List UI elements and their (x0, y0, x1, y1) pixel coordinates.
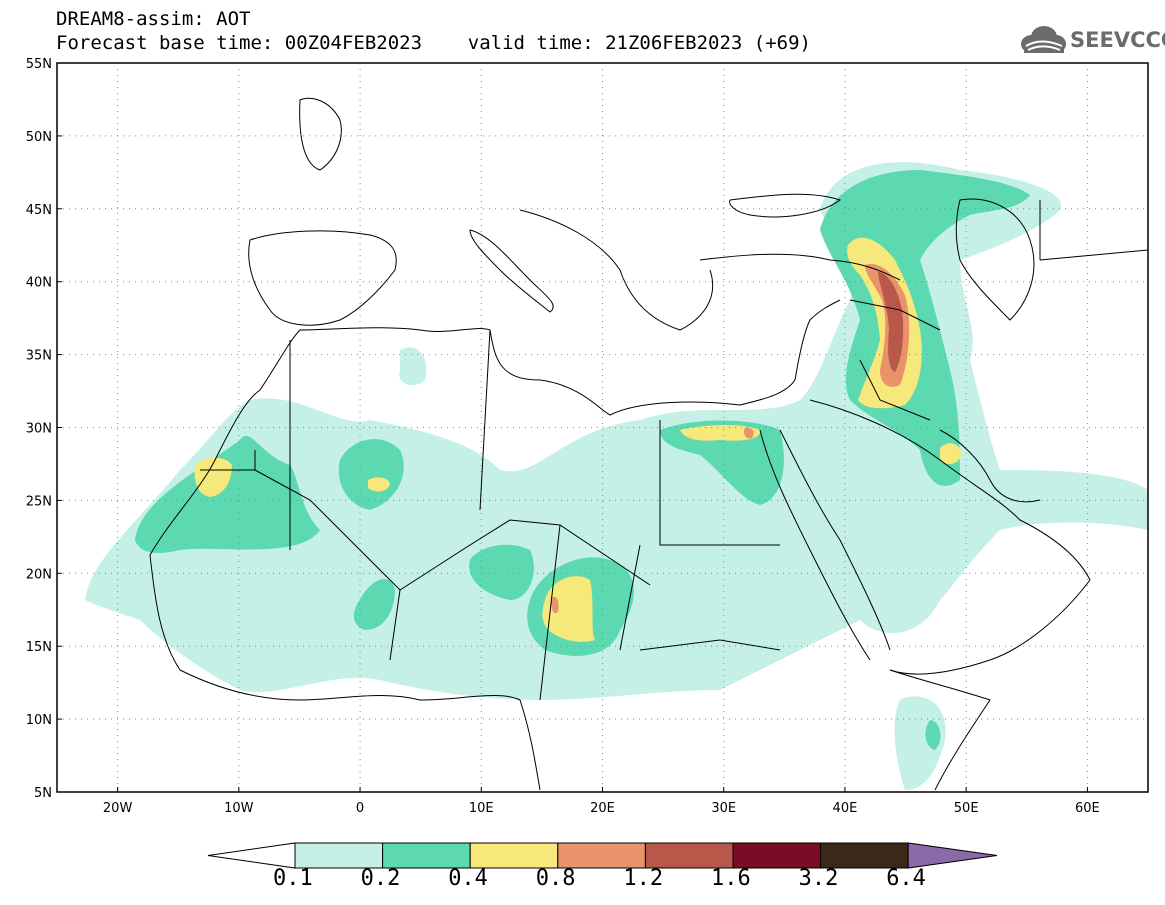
seevccc-logo: SEEVCCC (1018, 24, 1165, 56)
lon-tick-label: 20W (103, 801, 133, 816)
lat-tick-label: 45N (26, 203, 52, 218)
colorbar-label: 0.2 (360, 866, 401, 891)
colorbar-label: 1.6 (711, 866, 751, 891)
map-title: DREAM8-assim: AOT (56, 8, 251, 30)
lon-tick-label: 20E (590, 801, 615, 816)
lat-tick-label: 25N (26, 494, 52, 509)
lat-tick-label: 10N (26, 713, 52, 728)
lon-tick-label: 30E (711, 801, 736, 816)
lat-tick-label: 5N (34, 786, 52, 801)
lon-tick-label: 10W (224, 801, 254, 816)
colorbar-label: 1.2 (623, 866, 664, 891)
colorbar-label: 0.4 (448, 866, 488, 891)
colorbar-segment (469, 842, 559, 869)
lon-tick-label: 0 (356, 801, 364, 816)
lat-tick-label: 20N (26, 567, 52, 582)
colorbar-label: 0.1 (273, 866, 313, 891)
colorbar-segment (557, 842, 646, 869)
colorbar-segment (382, 842, 471, 869)
latitude-axis: 55N 50N 45N 40N 35N 30N 25N 20N 15N 10N 5N (26, 57, 62, 801)
coastlines (149, 97, 1148, 791)
lat-tick-label: 50N (26, 130, 52, 145)
longitude-axis: 20W 10W 0 10E 20E 30E 40E 50E 60E (103, 787, 1100, 816)
colorbar (207, 842, 998, 869)
colorbar-extend-high (907, 842, 998, 869)
lon-tick-label: 10E (469, 801, 494, 816)
aot-fields (85, 162, 1148, 790)
colorbar-extend-low (207, 842, 296, 869)
forecast-time-label: Forecast base time: 00Z04FEB2023 valid t… (56, 32, 811, 54)
colorbar-segment (732, 842, 822, 869)
lat-tick-label: 30N (26, 422, 52, 437)
cloud-icon (1021, 26, 1066, 53)
colorbar-label: 3.2 (798, 866, 839, 891)
lat-tick-label: 40N (26, 276, 52, 291)
colorbar-label: 6.4 (886, 866, 926, 891)
logo-text: SEEVCCC (1070, 28, 1165, 52)
lon-tick-label: 40E (833, 801, 858, 816)
lat-tick-label: 35N (26, 349, 52, 364)
colorbar-segment (294, 842, 384, 869)
aot-level-1.2 (878, 272, 904, 372)
lat-tick-label: 55N (26, 57, 52, 72)
colorbar-segment (820, 842, 909, 869)
colorbar-segment (644, 842, 734, 869)
colorbar-label: 0.8 (535, 866, 576, 891)
lat-tick-label: 15N (26, 640, 52, 655)
lon-tick-label: 50E (954, 801, 979, 816)
lon-tick-label: 60E (1075, 801, 1100, 816)
